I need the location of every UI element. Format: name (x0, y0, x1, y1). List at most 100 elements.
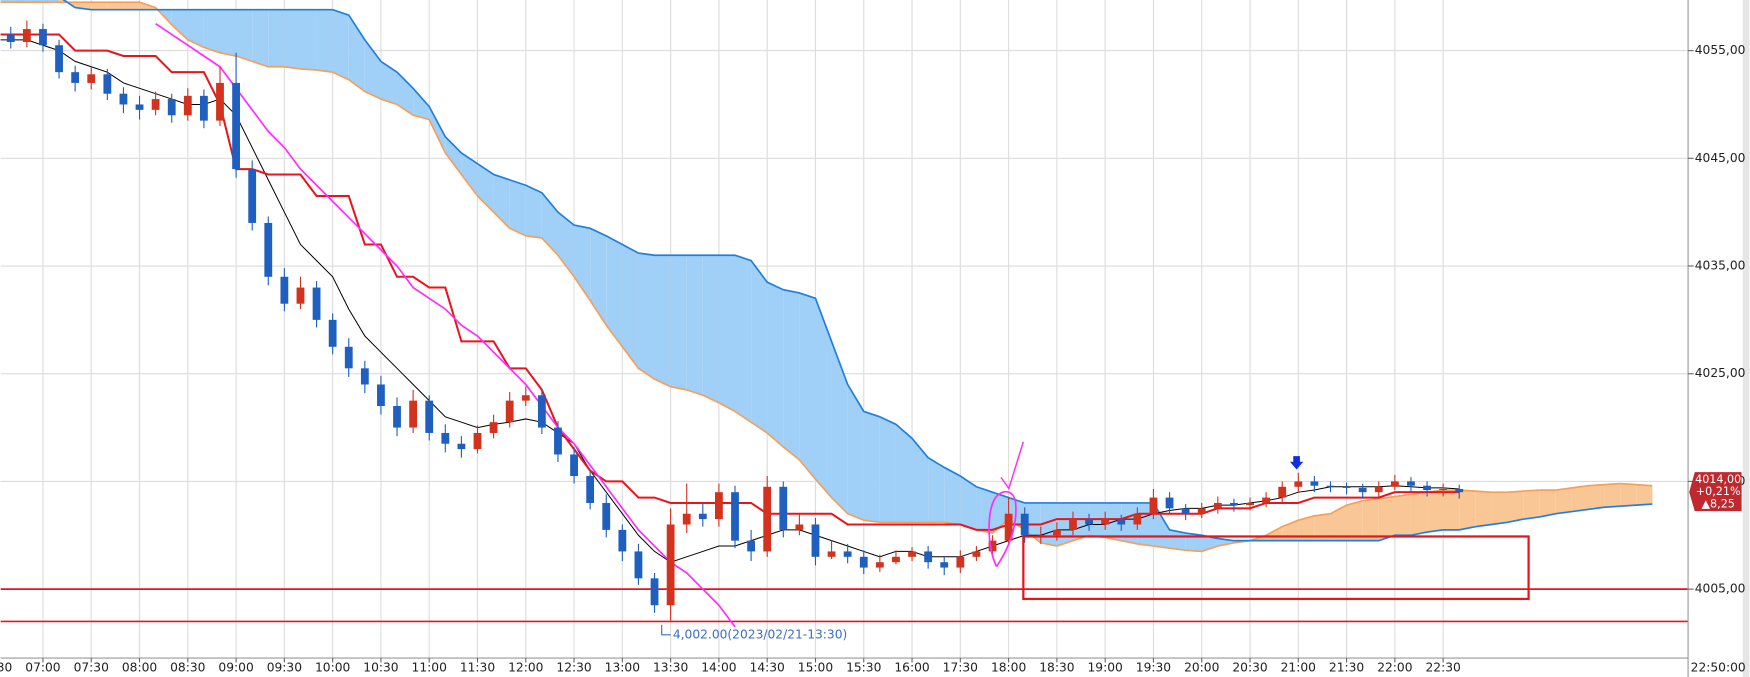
y-tick-label: 4045,00 (1695, 151, 1746, 165)
candle-body (892, 556, 900, 563)
cloud-fill (397, 72, 414, 116)
candle-body (779, 486, 788, 530)
cloud-fill (1121, 502, 1138, 544)
candle-body (1342, 486, 1351, 488)
x-tick-label: 16:00 (894, 661, 929, 675)
cloud-fill (252, 9, 269, 67)
x-tick-label: 18:30 (1039, 661, 1074, 675)
x-tick-label: 14:00 (701, 661, 736, 675)
candle-body (1294, 481, 1303, 487)
candle-body (763, 486, 772, 552)
candle-body (505, 400, 514, 423)
cloud-edge (0, 1, 1653, 553)
indicator-line (155, 22, 736, 628)
highlight-box (1022, 535, 1530, 601)
candle-body (199, 95, 208, 121)
cloud-fill (493, 174, 510, 229)
candle-body (1117, 519, 1126, 525)
candle-body (521, 395, 530, 401)
candle-body (55, 45, 63, 73)
x-tick-label: 20:30 (1232, 661, 1267, 675)
candle-body (940, 562, 949, 568)
candle-body (377, 384, 385, 407)
x-tick-label: 07:30 (74, 661, 109, 675)
cloud-fill (1475, 491, 1492, 527)
candle-body (634, 551, 643, 579)
x-tick-label: 12:30 (556, 661, 591, 675)
x-tick-label: 09:30 (267, 661, 302, 675)
cloud-edge (62, 0, 1653, 542)
candle-body (473, 432, 482, 450)
right-strip (1742, 0, 1750, 677)
candle-body (6, 34, 15, 43)
candle-body (1326, 485, 1335, 487)
x-tick-label: 13:00 (605, 661, 640, 675)
x-tick-label: 12:00 (508, 661, 543, 675)
candle-body (924, 551, 933, 563)
candle-body (103, 74, 112, 94)
cloud-fill (1169, 529, 1186, 551)
cloud-fill (1314, 513, 1331, 541)
candle-body (135, 104, 144, 110)
hand-drawn-loop (988, 490, 1017, 568)
x-tick-label: 22:30 (1425, 661, 1460, 675)
hand-drawn-check (1000, 441, 1025, 491)
candle-body (489, 422, 498, 433)
horizontal-lines (0, 588, 1689, 623)
candle-body (956, 556, 965, 568)
cloud-fill (847, 384, 864, 521)
candle-body (666, 524, 675, 606)
cloud-fill (509, 179, 526, 236)
x-tick-label: 21:00 (1281, 661, 1316, 675)
candle-body (1278, 486, 1287, 498)
cloud-fill (622, 244, 639, 369)
cloud-fill (751, 260, 768, 433)
cloud-fill (380, 61, 398, 105)
cloud-fill (783, 289, 800, 460)
candle-body (280, 276, 289, 304)
cloud-fill (1346, 500, 1363, 541)
cloud-fill (735, 255, 752, 423)
cloud-fill (1443, 490, 1460, 530)
cloud-fill (863, 411, 880, 523)
candle-body (296, 287, 305, 304)
x-tick-label: 19:00 (1088, 661, 1123, 675)
candle-body (312, 287, 321, 320)
candle-body (586, 476, 595, 503)
x-tick-label: 21:30 (1329, 661, 1364, 675)
candle-body (811, 524, 820, 557)
candle-body (1165, 497, 1174, 509)
x-tick-label: 07:00 (25, 661, 60, 675)
candle-body (908, 551, 916, 557)
candle-body (682, 513, 691, 525)
candle-body (747, 540, 756, 552)
candle-body (731, 492, 739, 541)
cloud-fill (525, 185, 542, 239)
candle-body (1020, 513, 1029, 536)
x-tick-label: 10:30 (363, 661, 398, 675)
candle-body (1213, 502, 1222, 509)
candle-body (618, 529, 627, 552)
cloud-fill (670, 255, 687, 390)
candle-body (119, 93, 128, 105)
candle-body (537, 395, 546, 428)
candle-body (1390, 481, 1399, 487)
cloud-fill (219, 9, 237, 57)
cloud-fill (1523, 490, 1540, 520)
cloud-fill (429, 106, 446, 153)
candle-body (328, 319, 337, 347)
candle-body (1181, 508, 1190, 514)
candle-body (1374, 486, 1383, 493)
candle-body (827, 551, 836, 557)
candle-body (1085, 519, 1093, 525)
axes: 4055,004045,004035,004025,004015,004005,… (0, 43, 1745, 674)
x-tick-label: 09:00 (218, 661, 253, 675)
x-tick-label: 15:00 (798, 661, 833, 675)
cloud-fill (1539, 490, 1556, 517)
candle-body (1069, 519, 1077, 530)
cloud-fill (1394, 494, 1411, 536)
candle-body (216, 82, 224, 121)
price-tag: 4014,00+0,21%▲8,25 (1689, 472, 1742, 512)
